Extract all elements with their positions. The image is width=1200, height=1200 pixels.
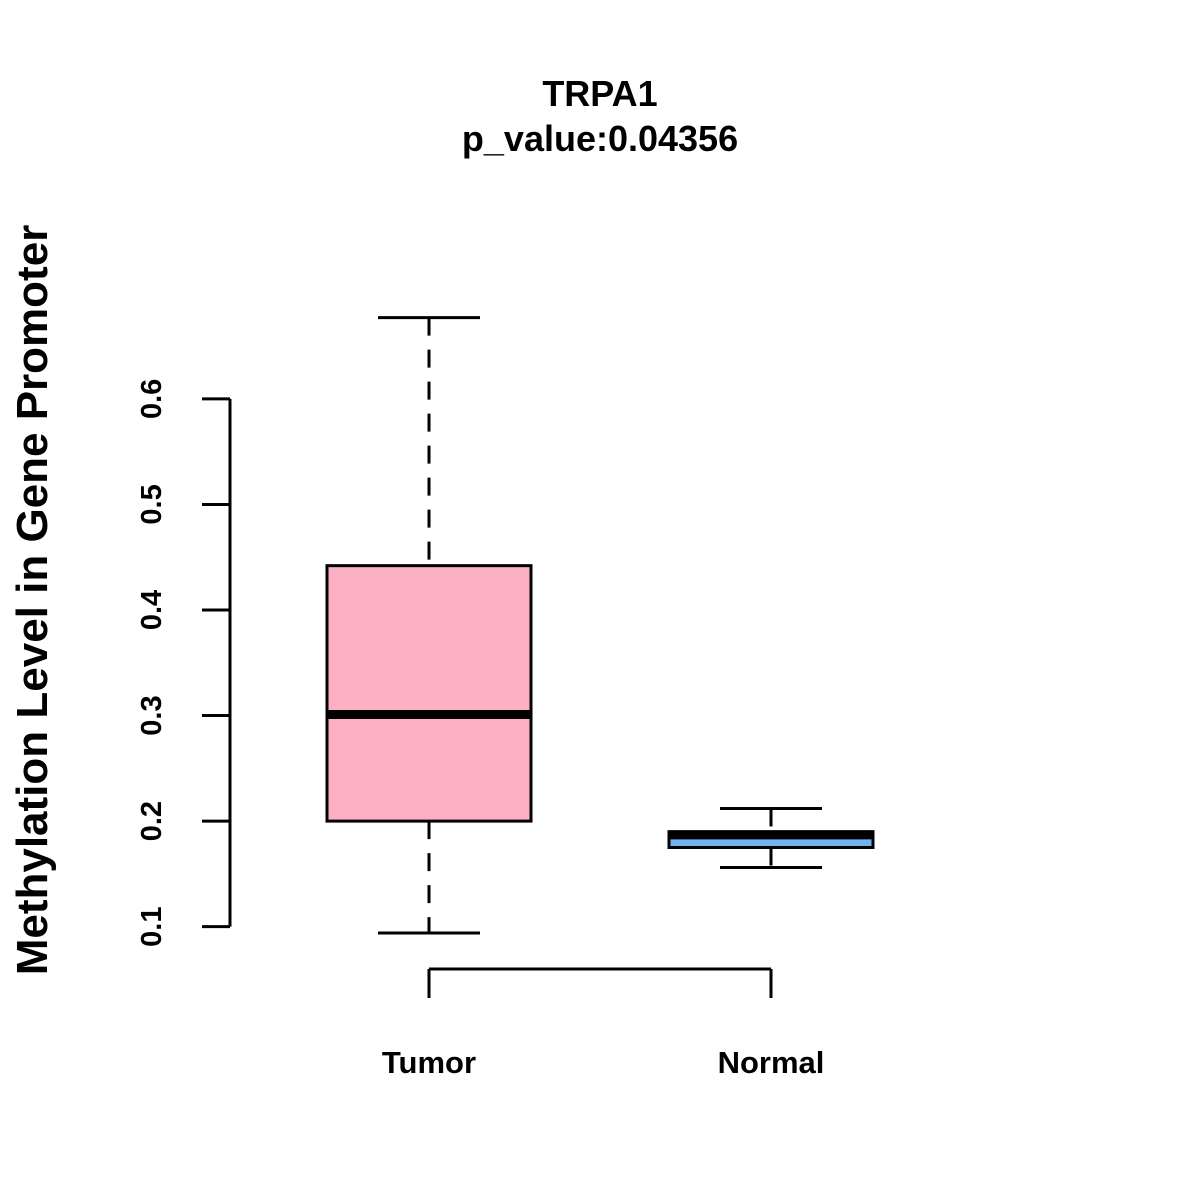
y-axis: 0.1 0.2 0.3 0.4 0.5 0.6	[136, 379, 232, 947]
tumor-box	[325, 564, 533, 823]
y-tick-label: 0.5	[136, 484, 168, 524]
y-tick-label: 0.1	[136, 907, 168, 947]
boxes	[325, 316, 875, 935]
x-axis: Tumor Normal	[382, 967, 825, 1080]
y-tick-label: 0.2	[136, 801, 168, 841]
x-tick-label-tumor: Tumor	[382, 1045, 476, 1080]
y-tick-label: 0.4	[136, 590, 168, 630]
chart-title: TRPA1	[542, 73, 657, 114]
chart-subtitle: p_value:0.04356	[462, 118, 738, 159]
y-axis-label: Methylation Level in Gene Promoter	[8, 225, 57, 976]
y-tick-label: 0.3	[136, 695, 168, 735]
y-tick-label: 0.6	[136, 379, 168, 419]
x-tick-label-normal: Normal	[718, 1045, 825, 1080]
